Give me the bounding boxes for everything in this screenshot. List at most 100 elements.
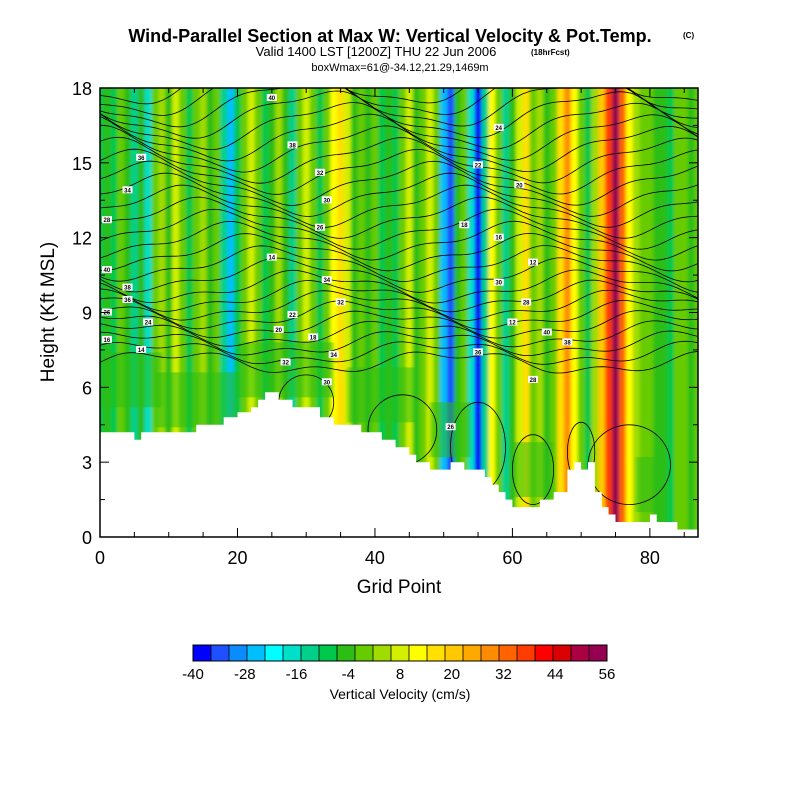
w-column: [557, 88, 565, 537]
w-column: [144, 88, 153, 537]
colorbar-swatch: [409, 645, 428, 661]
contour-label: 16: [495, 236, 502, 242]
colorbar-swatch: [463, 645, 482, 661]
colorbar-swatch: [373, 645, 392, 661]
contour-label-bg: [328, 350, 339, 358]
colorbar-frame: [192, 644, 608, 662]
contour-label-bg: [122, 296, 133, 303]
colorbar-swatch: [571, 645, 590, 661]
contour-label-bg: [493, 123, 504, 131]
w-column: [240, 88, 249, 537]
colorbar-swatch: [427, 645, 446, 661]
w-column: [632, 88, 641, 537]
theta-contour: [100, 184, 698, 228]
contour-label-bg: [445, 423, 456, 431]
chart-subtitle-2: boxWmax=61@-34.12,21.29,1469m: [311, 62, 488, 74]
contour-label-bg: [122, 186, 133, 194]
w-column: [234, 88, 242, 537]
contour-label: 40: [543, 331, 550, 337]
contour-label: 12: [530, 261, 537, 267]
contour-label-bg: [321, 378, 332, 386]
y-axis-label: Height (Kft MSL): [38, 242, 59, 382]
contour-label-bg: [514, 181, 525, 189]
theta-contour: [100, 320, 698, 348]
contour-label: 22: [475, 163, 482, 169]
theta-contour: [100, 232, 698, 272]
contour-label: 18: [461, 223, 468, 229]
chart-subtitle: Valid 1400 LST [1200Z] THU 22 Jun 2006: [256, 44, 497, 59]
w-column: [412, 88, 421, 537]
theta-contour: [100, 160, 698, 206]
w-lowlevel-band: [512, 442, 554, 498]
w-column: [405, 88, 414, 537]
theta-contour: [100, 300, 698, 330]
contour-label-bg: [521, 298, 532, 306]
w-column: [481, 88, 489, 537]
contour-label: 40: [104, 268, 111, 274]
colorbar-swatch: [535, 645, 554, 661]
w-column: [137, 88, 146, 537]
theta-contour: [100, 289, 698, 321]
terrain-mask: [100, 392, 698, 537]
contour-label: 34: [124, 188, 131, 194]
theta-contour: [100, 257, 698, 293]
w-column: [172, 88, 180, 537]
w-lowlevel-band: [100, 352, 162, 408]
contour-label: 12: [509, 321, 516, 327]
w-column: [309, 88, 318, 537]
colorbar-swatch: [499, 645, 518, 661]
colorbar-label: Vertical Velocity (cm/s): [330, 686, 471, 702]
w-column: [515, 88, 524, 537]
contour-label: 20: [516, 183, 523, 189]
contour-label: 34: [323, 278, 330, 284]
contour-label: 36: [138, 156, 145, 162]
contour-label-bg: [321, 196, 332, 204]
contour-label-bg: [473, 161, 483, 169]
contour-label-bg: [143, 318, 154, 326]
w-lowlevel-band: [237, 342, 334, 398]
colorbar-tick-label: -16: [286, 666, 308, 683]
contour-label: 32: [337, 301, 344, 307]
colorbar-swatch: [193, 645, 212, 661]
contour-label-bg: [287, 311, 298, 318]
w-column: [117, 88, 125, 537]
w-column: [426, 88, 434, 537]
x-tick-label: 40: [365, 548, 385, 568]
theta-contour: [100, 90, 698, 139]
y-tick-label: 12: [72, 229, 92, 249]
w-column: [350, 88, 359, 537]
colorbar-tick-label: 8: [396, 666, 404, 683]
contour-label: 16: [104, 338, 111, 344]
w-column: [543, 88, 551, 537]
contour-label-bg: [321, 276, 332, 284]
colorbar-swatch: [391, 645, 410, 661]
colorbar-tick-label: 44: [547, 666, 564, 683]
contour-label-bg: [122, 283, 133, 291]
contour-label-bg: [266, 253, 277, 261]
w-column: [509, 88, 517, 537]
colorbar-tick-label: 56: [599, 666, 616, 683]
contour-label-bg: [273, 326, 284, 333]
theta-contour: [100, 196, 698, 239]
contour-label: 28: [104, 218, 111, 224]
w-column: [529, 88, 538, 537]
potential-temperature-contours: [100, 88, 698, 506]
w-column: [419, 88, 428, 537]
contour-labels: 40 38 36 34 32 30 28 26 24 22 20 18 16 14 12 40 38 36 34 32…: [101, 94, 573, 431]
chart-subtitle-note: (18hrFcst): [531, 48, 570, 57]
w-column: [330, 88, 338, 537]
contour-label-bg: [287, 141, 298, 149]
contour-label-bg: [473, 348, 483, 356]
w-column: [570, 88, 579, 537]
w-column: [275, 88, 283, 537]
contour-label: 14: [268, 256, 275, 262]
w-column: [378, 88, 386, 537]
contour-label-bg: [101, 266, 112, 274]
contour-label: 24: [145, 321, 152, 327]
w-column: [598, 88, 606, 537]
w-column: [653, 88, 661, 537]
theta-contour: [100, 88, 698, 128]
contour-label-bg: [562, 338, 573, 346]
w-column: [625, 88, 634, 537]
x-tick-label: 60: [502, 548, 522, 568]
